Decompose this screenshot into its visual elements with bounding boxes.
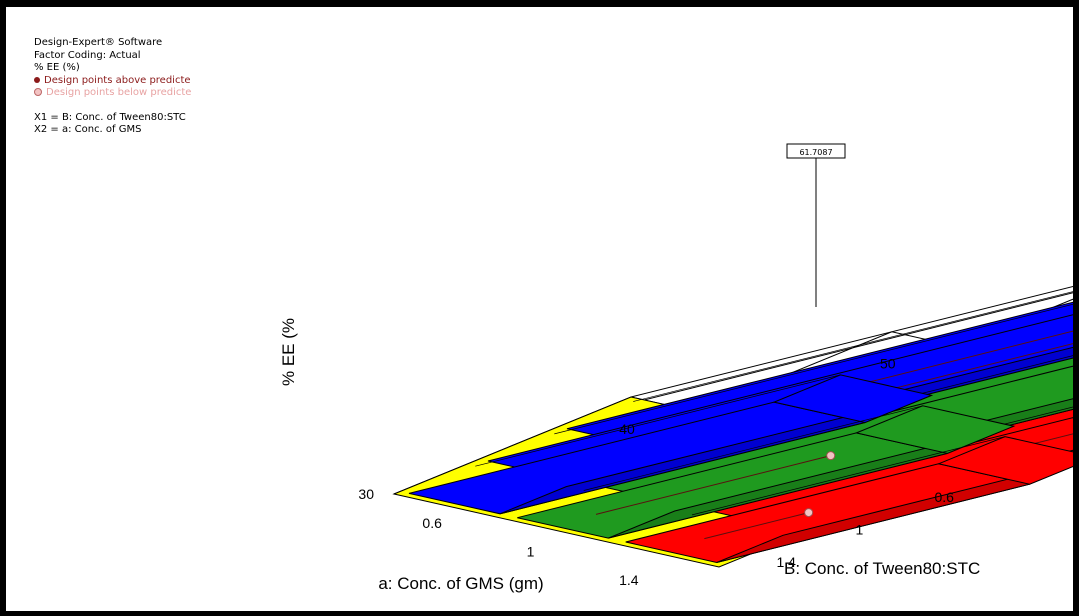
x-axis-title: a: Conc. of GMS (gm) xyxy=(378,574,543,593)
bar-top-face xyxy=(854,405,1016,454)
above-point-icon xyxy=(34,76,40,83)
y-tick-label: 0.6 xyxy=(935,489,955,505)
legend-x2: X2 = a: Conc. of GMS xyxy=(34,124,142,135)
bar-top-face xyxy=(936,436,1073,485)
bar-chart-3d: 3040506070800.611.40.611.4a: Conc. of GM… xyxy=(279,143,1073,593)
legend-below-row: Design points below predicte xyxy=(34,87,191,100)
bar-edge xyxy=(583,405,923,491)
z-axis-title: % EE (% xyxy=(279,318,298,386)
z-tick-label: 40 xyxy=(619,421,635,437)
y-tick-label: 1 xyxy=(856,522,864,538)
design-point-stem xyxy=(704,512,809,540)
design-point-stem xyxy=(595,455,831,515)
plot-window: Design-Expert® Software Factor Coding: A… xyxy=(6,7,1073,611)
bar-side-face xyxy=(716,462,1073,563)
design-point xyxy=(804,508,814,518)
bar-edge xyxy=(633,291,1073,402)
legend-factor-coding: Factor Coding: Actual xyxy=(34,49,141,61)
chart-bars xyxy=(408,291,1073,564)
chart-labels: 3040506070800.611.40.611.4a: Conc. of GM… xyxy=(279,143,980,593)
y-tick-label: 1.4 xyxy=(777,554,797,570)
legend-above-label: Design points above predicte xyxy=(44,74,191,86)
value-flag-text: 61.7087 xyxy=(799,148,832,157)
legend-response: % EE (%) xyxy=(34,62,80,73)
x-tick-label: 0.6 xyxy=(422,515,442,531)
wall-edge xyxy=(630,285,1073,398)
design-point xyxy=(826,451,836,461)
below-point-icon xyxy=(34,88,42,96)
z-tick-label: 50 xyxy=(880,356,896,372)
legend: Design-Expert® Software Factor Coding: A… xyxy=(34,37,191,137)
bar-edge xyxy=(475,374,841,467)
legend-above-row: Design points above predicte xyxy=(34,75,191,88)
x-tick-label: 1 xyxy=(527,544,535,560)
x-tick-label: 1.4 xyxy=(619,572,639,588)
z-tick-label: 30 xyxy=(358,486,374,502)
bar-top-face xyxy=(772,374,934,424)
bar-edge xyxy=(691,436,1006,516)
grid-line xyxy=(591,292,1073,414)
legend-x1: X1 = B: Conc. of Tween80:STC xyxy=(34,111,186,123)
y-axis-title: B: Conc. of Tween80:STC xyxy=(784,559,980,578)
bar-edge xyxy=(554,303,1073,435)
legend-below-label: Design points below predicte xyxy=(46,87,192,98)
legend-software: Design-Expert® Software xyxy=(34,37,163,48)
